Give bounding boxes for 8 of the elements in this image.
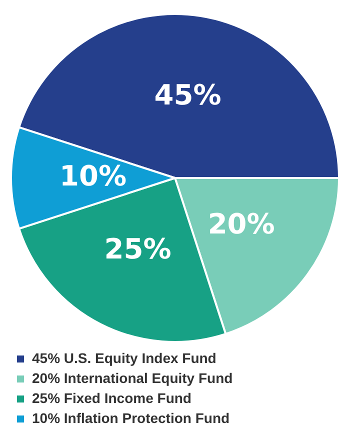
legend-label: 45% U.S. Equity Index Fund — [32, 350, 216, 366]
data-label: 45% — [154, 78, 222, 112]
data-label: 20% — [208, 207, 275, 240]
legend-label: 10% Inflation Protection Fund — [32, 410, 230, 426]
legend-label: 20% International Equity Fund — [32, 370, 233, 386]
data-label: 10% — [59, 159, 127, 192]
legend-label: 25% Fixed Income Fund — [32, 390, 192, 406]
data-label: 25% — [104, 232, 172, 266]
